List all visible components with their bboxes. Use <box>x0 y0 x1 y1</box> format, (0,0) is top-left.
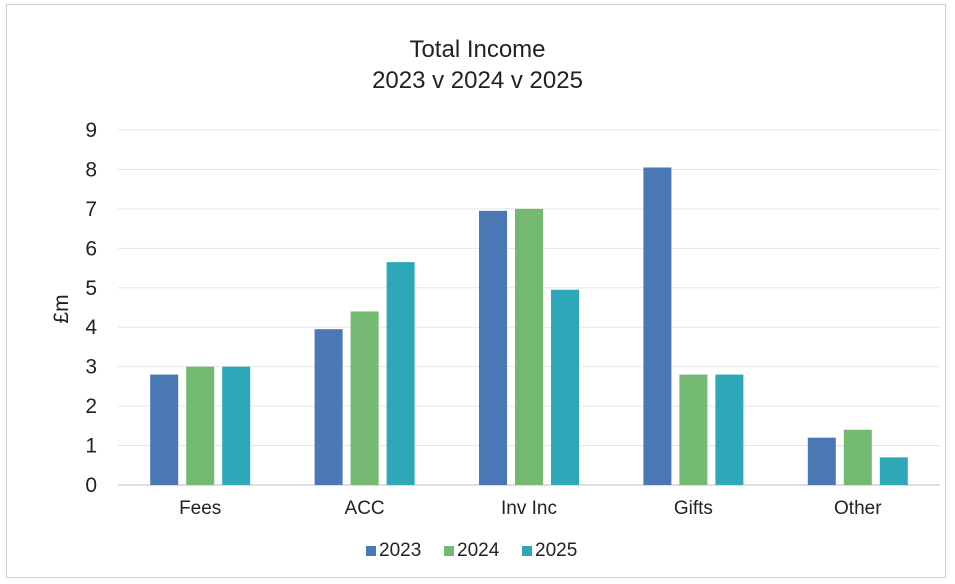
bar-gifts-2024 <box>679 374 708 485</box>
bar-gifts-2023 <box>643 167 672 485</box>
bar-fees-2023 <box>150 374 179 485</box>
x-tick-label-acc: ACC <box>345 498 385 519</box>
legend-label-2025: 2025 <box>535 540 577 561</box>
bar-inv-inc-2023 <box>479 210 507 485</box>
bar-other-2024 <box>843 429 872 485</box>
legend-swatch-2023 <box>366 546 376 556</box>
bars <box>150 167 908 485</box>
chart-subtitle: 2023 v 2024 v 2025 <box>372 67 583 94</box>
y-tick-label-3: 3 <box>85 356 97 379</box>
y-tick-label-9: 9 <box>85 119 97 142</box>
bar-acc-2025 <box>386 262 415 485</box>
chart-title: Total Income <box>409 36 546 63</box>
x-tick-label-gifts: Gifts <box>674 498 713 519</box>
x-tick-label-inv-inc: Inv Inc <box>501 498 557 519</box>
bar-fees-2024 <box>186 366 215 485</box>
bar-acc-2024 <box>350 311 379 485</box>
bar-inv-inc-2025 <box>551 289 579 485</box>
y-tick-label-2: 2 <box>85 395 97 418</box>
y-tick-label-1: 1 <box>85 435 97 458</box>
y-tick-label-5: 5 <box>85 277 97 300</box>
legend: 2023 2024 2025 <box>366 540 577 561</box>
legend-label-2024: 2024 <box>457 540 500 561</box>
x-tick-label-other: Other <box>834 498 882 519</box>
legend-swatch-2025 <box>522 546 532 556</box>
y-axis-label: £m <box>50 294 73 323</box>
bar-fees-2025 <box>222 366 251 485</box>
x-tick-label-fees: Fees <box>179 498 221 519</box>
legend-swatch-2024 <box>444 546 454 556</box>
bar-other-2025 <box>879 457 908 485</box>
x-axis-labels: Fees ACC Inv Inc Gifts Other <box>179 498 882 519</box>
bar-inv-inc-2024 <box>515 208 543 485</box>
chart-title-block: Total Income 2023 v 2024 v 2025 <box>0 34 955 96</box>
y-tick-label-6: 6 <box>85 237 97 260</box>
y-axis-ticks: 0 1 2 3 4 5 6 7 8 9 <box>85 119 97 497</box>
legend-label-2023: 2023 <box>379 540 421 561</box>
y-tick-label-8: 8 <box>85 158 97 181</box>
bar-other-2023 <box>807 437 836 485</box>
y-tick-label-7: 7 <box>85 198 97 221</box>
bar-gifts-2025 <box>715 374 744 485</box>
y-tick-label-0: 0 <box>85 474 97 497</box>
y-tick-label-4: 4 <box>85 316 97 339</box>
bar-acc-2023 <box>314 329 343 485</box>
